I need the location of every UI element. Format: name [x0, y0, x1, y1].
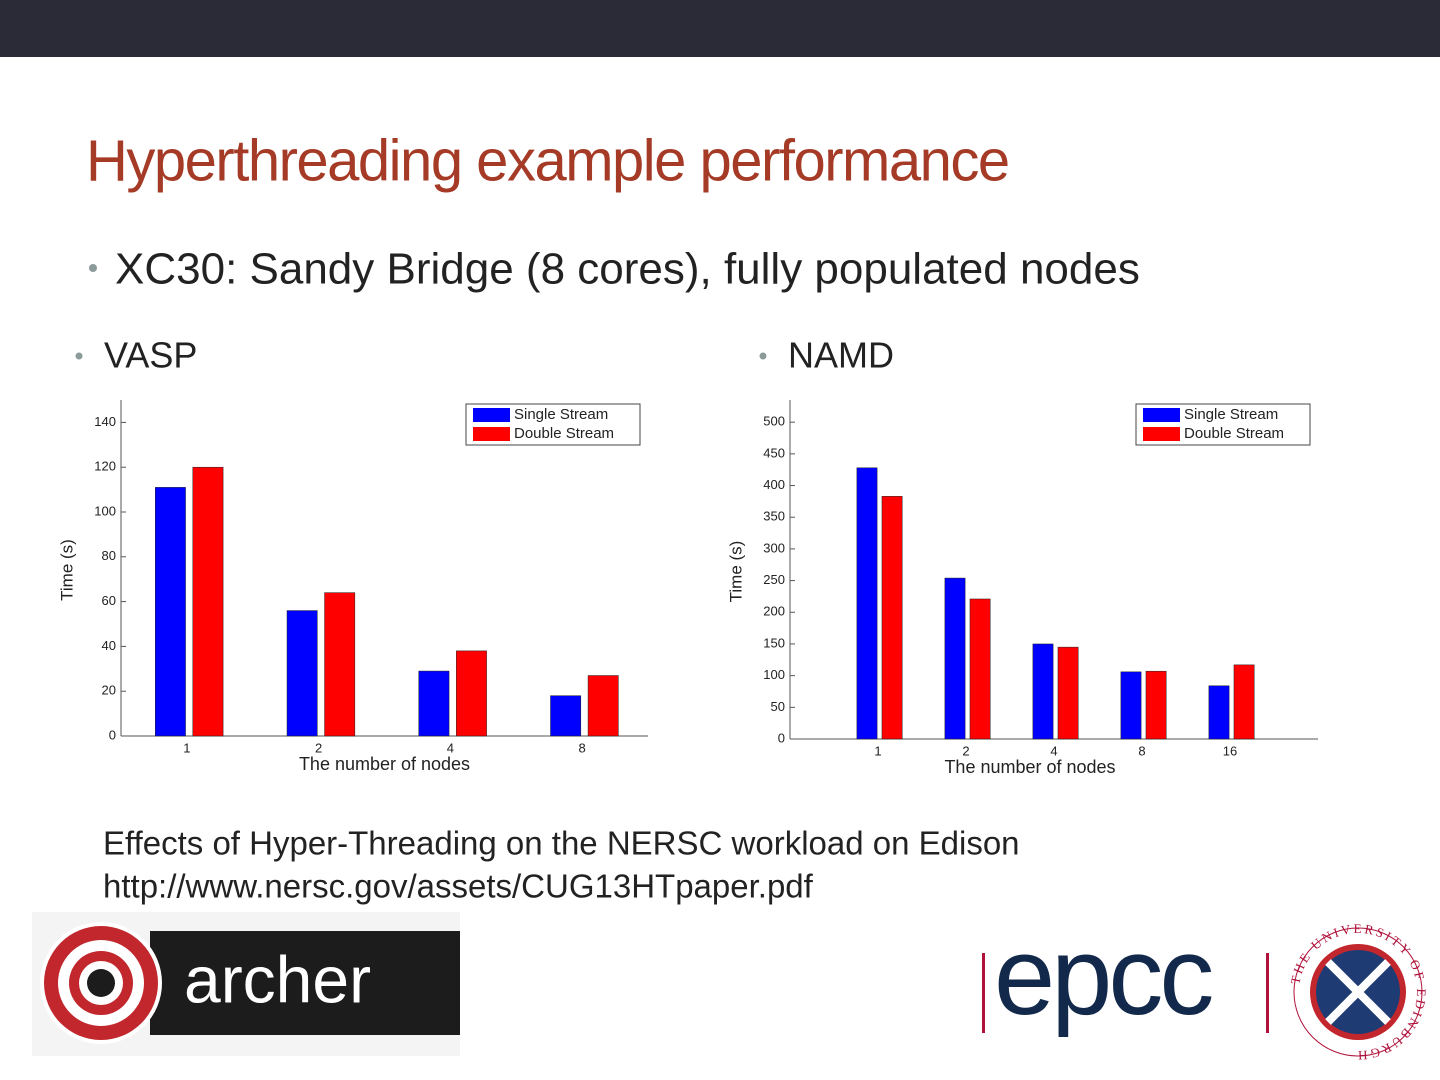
- legend-label: Single Stream: [514, 406, 608, 423]
- bar: [192, 466, 224, 737]
- y-tick-label: 350: [763, 509, 785, 524]
- legend-swatch: [473, 427, 510, 441]
- bar: [1032, 643, 1054, 740]
- x-tick-label: 1: [183, 740, 190, 755]
- logo-line: [1266, 953, 1269, 1033]
- epcc-logo: epcc: [982, 915, 1269, 1038]
- bullet-dot: [89, 264, 97, 272]
- chart-title: NAMD: [788, 335, 894, 376]
- bar: [881, 496, 903, 740]
- y-tick-label: 20: [102, 683, 116, 698]
- chart-title: VASP: [104, 335, 197, 376]
- top-bar: [0, 0, 1440, 57]
- bar: [1120, 671, 1142, 740]
- logo-line: [982, 953, 985, 1033]
- y-tick-label: 50: [771, 699, 785, 714]
- y-tick-label: 60: [102, 593, 116, 608]
- legend-swatch: [1143, 408, 1180, 422]
- logo-text: epcc: [994, 915, 1212, 1038]
- y-tick-label: 140: [94, 414, 116, 429]
- y-tick-label: 150: [763, 635, 785, 650]
- bullet-dot: [75, 352, 83, 360]
- bar: [1145, 670, 1167, 740]
- crest-ring: [1293, 927, 1423, 1057]
- bar: [456, 650, 487, 737]
- bar: [856, 467, 878, 740]
- y-tick-label: 80: [102, 548, 116, 563]
- y-axis-label: Time (s): [57, 539, 76, 601]
- y-tick-label: 450: [763, 445, 785, 460]
- bar: [418, 670, 450, 737]
- bar: [1233, 664, 1255, 740]
- logo-text: archer: [184, 942, 371, 1016]
- y-axis-label: Time (s): [726, 541, 745, 603]
- legend-label: Single Stream: [1184, 406, 1278, 423]
- bullet-text: XC30: Sandy Bridge (8 cores), fully popu…: [115, 245, 1140, 294]
- x-tick-label: 4: [1050, 743, 1057, 758]
- bar: [1057, 646, 1079, 740]
- x-axis-label: The number of nodes: [299, 754, 470, 774]
- y-tick-label: 400: [763, 477, 785, 492]
- caption: http://www.nersc.gov/assets/CUG13HTpaper…: [103, 868, 814, 905]
- y-tick-label: 0: [109, 727, 116, 742]
- x-tick-label: 2: [962, 743, 969, 758]
- x-tick-label: 8: [579, 740, 586, 755]
- x-tick-label: 1: [874, 743, 881, 758]
- caption: Effects of Hyper-Threading on the NERSC …: [103, 825, 1020, 862]
- logo-block: [150, 931, 460, 1035]
- x-tick-label: 4: [447, 740, 454, 755]
- x-tick-label: 2: [315, 740, 322, 755]
- archer-logo: archer: [32, 912, 460, 1056]
- bar: [286, 610, 318, 737]
- bar: [944, 577, 966, 740]
- x-axis-label: The number of nodes: [944, 757, 1115, 777]
- y-tick-label: 500: [763, 414, 785, 429]
- y-tick-label: 250: [763, 572, 785, 587]
- y-tick-label: 100: [94, 503, 116, 518]
- y-tick-label: 200: [763, 604, 785, 619]
- bullet-dot: [759, 352, 767, 360]
- bar: [969, 598, 991, 740]
- crest-saltire: [1325, 959, 1391, 1025]
- y-tick-label: 40: [102, 638, 116, 653]
- x-tick-label: 16: [1223, 743, 1237, 758]
- legend-label: Double Stream: [1184, 425, 1284, 442]
- legend-swatch: [1143, 427, 1180, 441]
- bar: [1208, 685, 1230, 740]
- logo-ring: [87, 969, 115, 997]
- bar: [155, 487, 186, 737]
- legend-label: Double Stream: [514, 425, 614, 442]
- y-tick-label: 100: [763, 667, 785, 682]
- slide-title: Hyperthreading example performance: [86, 128, 1009, 193]
- legend-swatch: [473, 408, 510, 422]
- y-tick-label: 120: [94, 459, 116, 474]
- x-tick-label: 8: [1138, 743, 1145, 758]
- bar: [550, 695, 582, 737]
- edinburgh-logo: THE UNIVERSITY OF EDINBURGH: [1287, 921, 1426, 1063]
- y-tick-label: 300: [763, 540, 785, 555]
- bar: [324, 592, 356, 737]
- y-tick-label: 0: [778, 730, 785, 745]
- bar: [587, 675, 619, 737]
